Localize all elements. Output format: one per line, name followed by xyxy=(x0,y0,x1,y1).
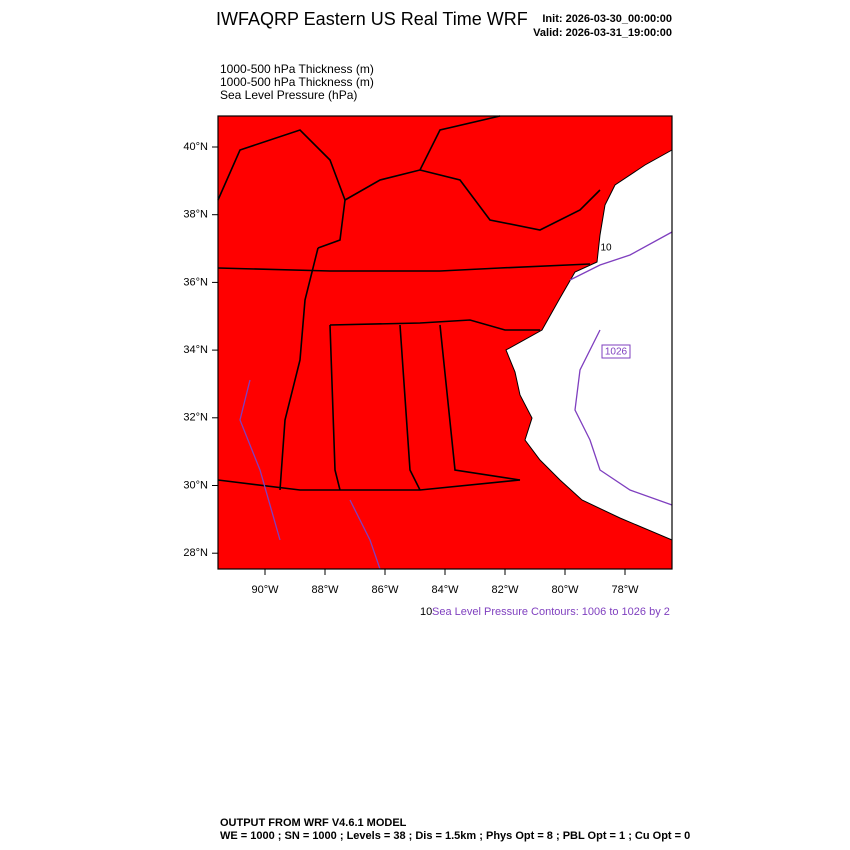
lon-label: 90°W xyxy=(251,584,279,596)
lon-label: 82°W xyxy=(491,584,519,596)
lat-label: 28°N xyxy=(183,547,208,559)
title: IWFAQRP Eastern US Real Time WRF xyxy=(216,9,528,29)
footer-line: WE = 1000 ; SN = 1000 ; Levels = 38 ; Di… xyxy=(220,830,690,842)
contour-label: 10 xyxy=(600,243,612,254)
state-borders xyxy=(217,115,601,491)
lon-label: 80°W xyxy=(551,584,579,596)
legend-lead: 10 xyxy=(420,606,432,618)
lat-label: 36°N xyxy=(183,276,208,288)
lat-labels: 40°N 38°N 36°N 34°N 32°N 30°N 28°N xyxy=(183,141,218,559)
contour-label-box xyxy=(601,344,631,359)
coastal-region xyxy=(505,149,673,541)
field-label: 1000-500 hPa Thickness (m) xyxy=(220,75,374,89)
valid-time: Valid: 2026-03-31_19:00:00 xyxy=(533,27,672,39)
lon-labels: 90°W 88°W 86°W 84°W 82°W 80°W 78°W xyxy=(251,569,639,596)
lat-label: 40°N xyxy=(183,141,208,153)
legend-text: Sea Level Pressure Contours: 1006 to 102… xyxy=(432,606,670,618)
map: 1026 10 xyxy=(217,115,673,570)
lon-label: 84°W xyxy=(431,584,459,596)
field-label: 1000-500 hPa Thickness (m) xyxy=(220,62,374,76)
lon-label: 86°W xyxy=(371,584,399,596)
footer-line: OUTPUT FROM WRF V4.6.1 MODEL xyxy=(220,817,407,829)
lon-label: 78°W xyxy=(611,584,639,596)
lat-label: 38°N xyxy=(183,209,208,221)
contour-label: 1026 xyxy=(605,347,628,358)
pressure-contours xyxy=(239,231,673,570)
lat-label: 32°N xyxy=(183,412,208,424)
lon-label: 88°W xyxy=(311,584,339,596)
lat-label: 30°N xyxy=(183,479,208,491)
init-time: Init: 2026-03-30_00:00:00 xyxy=(542,13,672,25)
lat-label: 34°N xyxy=(183,344,208,356)
field-label: Sea Level Pressure (hPa) xyxy=(220,88,357,102)
